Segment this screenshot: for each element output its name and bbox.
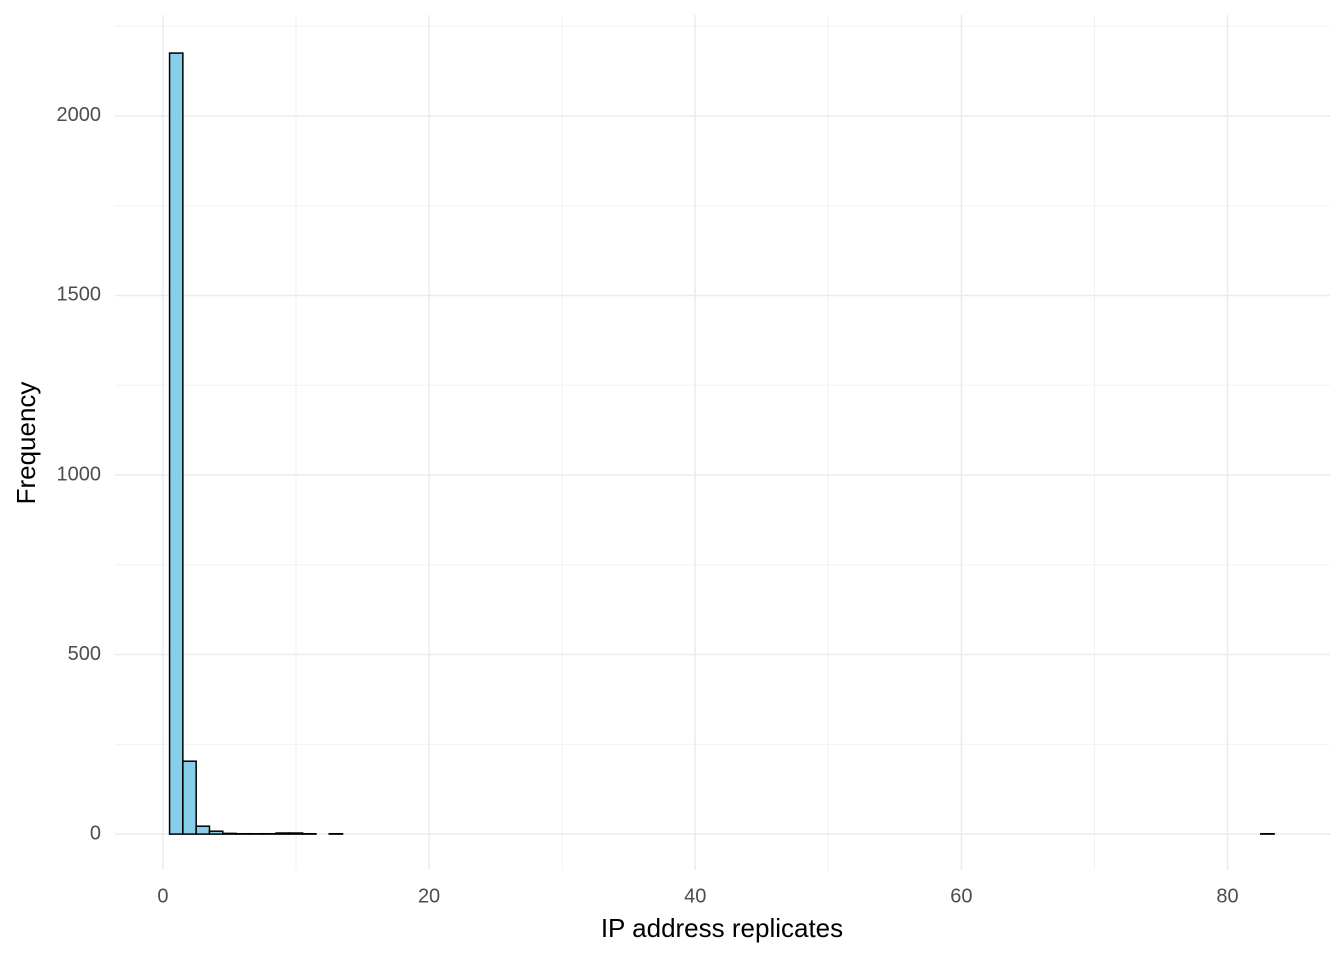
- y-tick-label: 0: [90, 822, 101, 844]
- bar: [168, 52, 184, 835]
- bar: [182, 760, 197, 835]
- bar: [208, 830, 224, 835]
- y-tick-label: 1500: [57, 284, 102, 306]
- x-tick-label: 20: [418, 885, 440, 907]
- x-tick-label: 60: [950, 885, 972, 907]
- y-tick-label: 2000: [57, 104, 102, 126]
- x-axis-title: IP address replicates: [601, 913, 843, 943]
- y-tick-label: 1000: [57, 463, 102, 485]
- bar: [195, 825, 211, 835]
- bar: [222, 832, 237, 835]
- x-tick-label: 0: [157, 885, 168, 907]
- bar: [275, 832, 291, 835]
- x-tick-label: 80: [1216, 885, 1238, 907]
- y-tick-label: 500: [68, 643, 101, 665]
- x-tick-label: 40: [684, 885, 706, 907]
- y-axis-title: Frequency: [11, 382, 41, 505]
- bar: [288, 832, 304, 835]
